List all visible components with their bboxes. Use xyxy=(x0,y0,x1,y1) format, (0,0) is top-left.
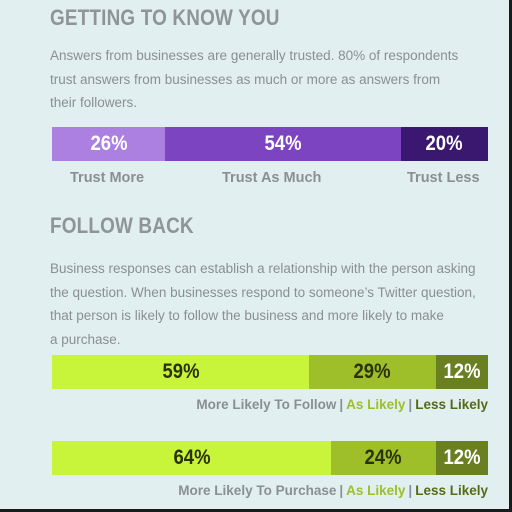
more-likely-purchase-value: 64% xyxy=(173,446,211,469)
section1-body-line: their followers. xyxy=(50,95,138,110)
more-likely-follow-segment: 59% xyxy=(52,355,310,389)
legend-less-likely: Less Likely xyxy=(415,483,488,498)
more-likely-follow-value: 59% xyxy=(162,360,200,383)
trust-more-label: Trust More xyxy=(70,170,145,186)
as-likely-purchase-value: 24% xyxy=(364,446,402,469)
section1-body: Answers from businesses are generally tr… xyxy=(50,44,512,115)
section2-body: Business responses can establish a relat… xyxy=(50,257,512,351)
legend-as-likely: As Likely xyxy=(346,483,406,498)
less-likely-purchase-value: 12% xyxy=(443,446,481,469)
section2-body-line: that person is likely to follow the busi… xyxy=(50,308,444,323)
section2-body-line: Business responses can establish a relat… xyxy=(50,261,476,276)
section2-body-line: the question. When businesses respond to… xyxy=(50,284,476,300)
less-likely-follow-segment: 12% xyxy=(435,355,488,389)
less-likely-purchase-segment: 12% xyxy=(435,441,488,475)
trust-more-segment: 26% xyxy=(52,127,166,161)
legend-less-likely: Less Likely xyxy=(415,397,488,412)
purchase-bar: 64% 24% 12% xyxy=(52,441,488,475)
section1-body-line: trust answers from businesses as much or… xyxy=(50,71,441,87)
trust-as-much-segment: 54% xyxy=(165,127,401,161)
follow-legend: More Likely To Follow | As Likely | Less Lik… xyxy=(196,397,488,412)
legend-more-likely-to-follow: More Likely To Follow xyxy=(196,397,337,412)
bottom-border xyxy=(0,509,512,512)
section-title-getting-to-know-you: GETTING TO KNOW YOU xyxy=(50,5,280,30)
section-title-follow-back: FOLLOW BACK xyxy=(50,213,194,238)
purchase-legend: More Likely To Purchase | As Likely | Less L… xyxy=(178,483,488,498)
less-likely-follow-value: 12% xyxy=(443,360,481,383)
section1-body-line: Answers from businesses are generally tr… xyxy=(50,48,459,63)
as-likely-follow-value: 29% xyxy=(353,360,391,383)
right-border xyxy=(509,0,512,512)
trust-less-label: Trust Less xyxy=(407,170,480,186)
more-likely-purchase-segment: 64% xyxy=(52,441,332,475)
trust-as-much-value: 54% xyxy=(264,132,302,155)
follow-bar: 59% 29% 12% xyxy=(52,355,488,389)
legend-more-likely-to-purchase: More Likely To Purchase xyxy=(178,483,337,498)
trust-more-value: 26% xyxy=(90,132,128,155)
trust-less-segment: 20% xyxy=(400,127,488,161)
section2-body-line: a purchase. xyxy=(50,331,121,347)
as-likely-purchase-segment: 24% xyxy=(331,441,436,475)
legend-as-likely: As Likely xyxy=(346,397,406,412)
trust-bar: 26% 54% 20% xyxy=(52,127,488,161)
trust-as-much-label: Trust As Much xyxy=(222,170,322,186)
trust-less-value: 20% xyxy=(425,132,463,155)
as-likely-follow-segment: 29% xyxy=(309,355,436,389)
